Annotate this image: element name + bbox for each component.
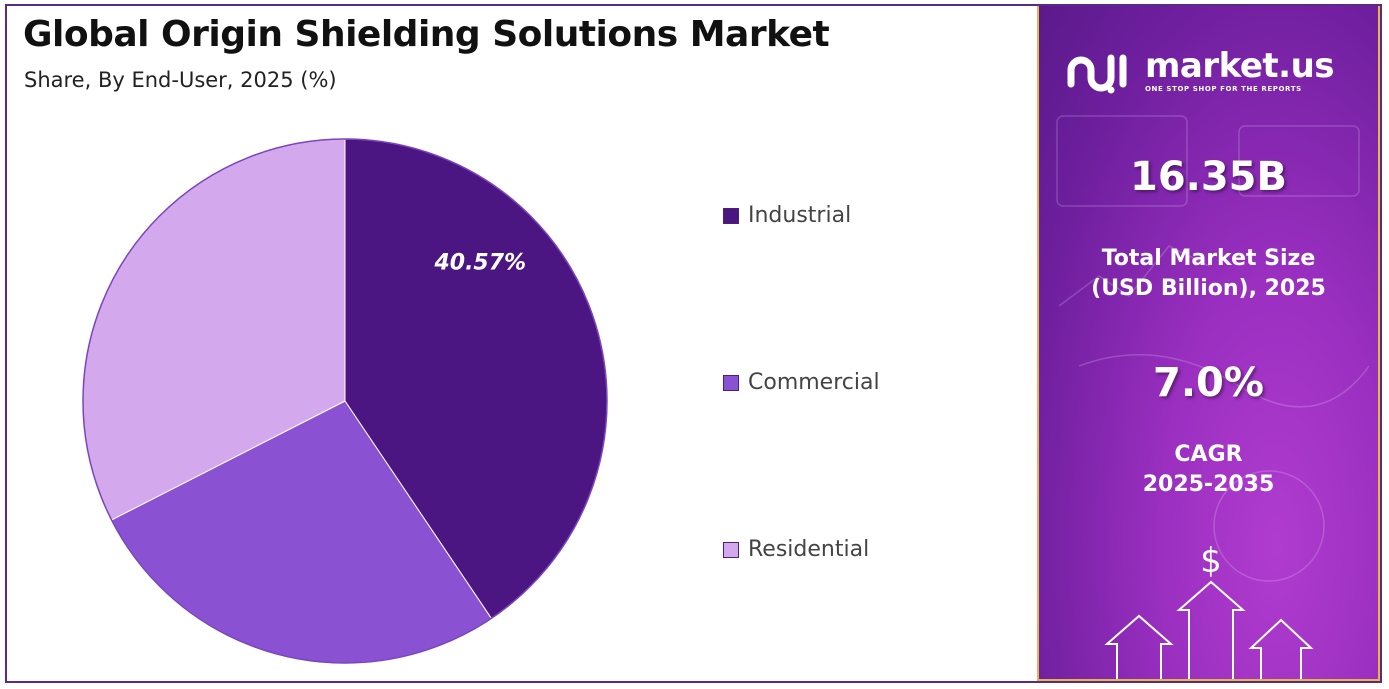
background-decoration: $ [1056,115,1370,679]
pie-chart: 40.57% [82,138,608,664]
legend-swatch-residential [723,541,739,558]
chart-frame [5,4,1382,683]
market-size-label-line2: (USD Billion), 2025 [1091,276,1326,301]
cagr-value: 7.0% [1153,360,1264,406]
legend-item-industrial: Industrial [723,203,851,228]
growth-arrows-icon [1104,580,1314,679]
market-size-value: 16.35B [1129,154,1287,200]
brand-tagline: ONE STOP SHOP FOR THE REPORTS [1145,85,1302,93]
market-size-label-line1: Total Market Size [1101,246,1316,271]
legend-item-commercial: Commercial [723,370,880,395]
legend-swatch-commercial [723,374,739,391]
cagr-label-line1: CAGR [1174,442,1243,467]
brand-name: market.us [1145,46,1335,86]
chart-title: Global Origin Shielding Solutions Market [23,14,830,55]
pie-outline [82,138,608,664]
legend-label-industrial: Industrial [748,203,852,228]
stats-panel: $ market.us ONE STOP SHOP FOR THE REPORT… [1037,6,1380,681]
legend-swatch-industrial [723,207,739,224]
data-label-industrial: 40.57% [433,250,526,275]
legend-label-commercial: Commercial [748,370,880,395]
legend-item-residential: Residential [723,537,869,562]
brand-logo: market.us ONE STOP SHOP FOR THE REPORTS [1065,46,1335,94]
market-us-logo-icon [1067,54,1127,94]
cagr-label-line2: 2025-2035 [1142,472,1275,497]
dollar-sign-icon: $ [1200,541,1222,581]
chart-subtitle: Share, By End-User, 2025 (%) [24,68,337,92]
chart-panel: Global Origin Shielding Solutions Market… [7,6,1037,681]
legend-label-residential: Residential [748,537,870,562]
